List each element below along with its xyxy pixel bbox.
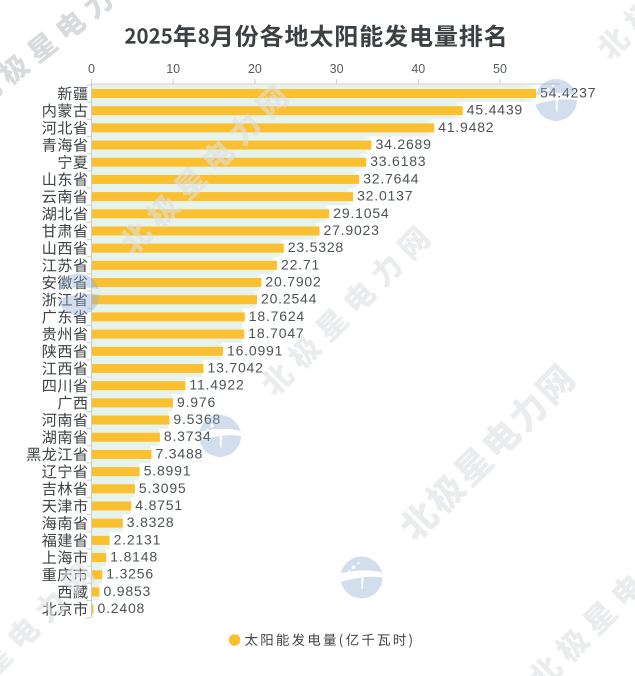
svg-text:34.2689: 34.2689 (376, 136, 432, 152)
svg-text:27.9023: 27.9023 (324, 222, 380, 238)
svg-text:50: 50 (493, 62, 507, 76)
svg-text:20.7902: 20.7902 (265, 274, 321, 290)
svg-text:20.2544: 20.2544 (261, 291, 317, 307)
svg-text:13.7042: 13.7042 (208, 360, 264, 376)
svg-text:45.4439: 45.4439 (467, 102, 523, 118)
svg-text:33.6183: 33.6183 (370, 153, 426, 169)
svg-text:5.3095: 5.3095 (139, 480, 187, 496)
svg-text:18.7624: 18.7624 (249, 308, 305, 324)
svg-text:41.9482: 41.9482 (438, 119, 494, 135)
svg-text:32.7644: 32.7644 (363, 170, 419, 186)
svg-text:4.8751: 4.8751 (135, 497, 183, 513)
svg-text:11.4922: 11.4922 (189, 377, 244, 393)
svg-text:20: 20 (248, 62, 262, 76)
svg-text:18.7047: 18.7047 (248, 325, 304, 341)
svg-text:0.2408: 0.2408 (98, 600, 146, 616)
svg-text:23.5328: 23.5328 (288, 239, 344, 255)
svg-text:10: 10 (166, 62, 180, 76)
svg-text:2.2131: 2.2131 (114, 531, 162, 547)
svg-text:16.0991: 16.0991 (227, 342, 283, 358)
svg-text:29.1054: 29.1054 (333, 205, 389, 221)
svg-text:40: 40 (411, 62, 425, 76)
svg-text:7.3488: 7.3488 (156, 445, 204, 461)
svg-text:9.976: 9.976 (177, 394, 216, 410)
svg-text:32.0137: 32.0137 (357, 188, 413, 204)
svg-text:5.8991: 5.8991 (144, 463, 192, 479)
svg-text:22.71: 22.71 (281, 256, 320, 272)
svg-text:0: 0 (88, 62, 95, 76)
svg-text:3.8328: 3.8328 (127, 514, 175, 530)
svg-text:0.9853: 0.9853 (104, 583, 152, 599)
svg-text:30: 30 (330, 62, 344, 76)
svg-text:1.3256: 1.3256 (106, 566, 154, 582)
svg-text:1.8148: 1.8148 (110, 549, 158, 565)
